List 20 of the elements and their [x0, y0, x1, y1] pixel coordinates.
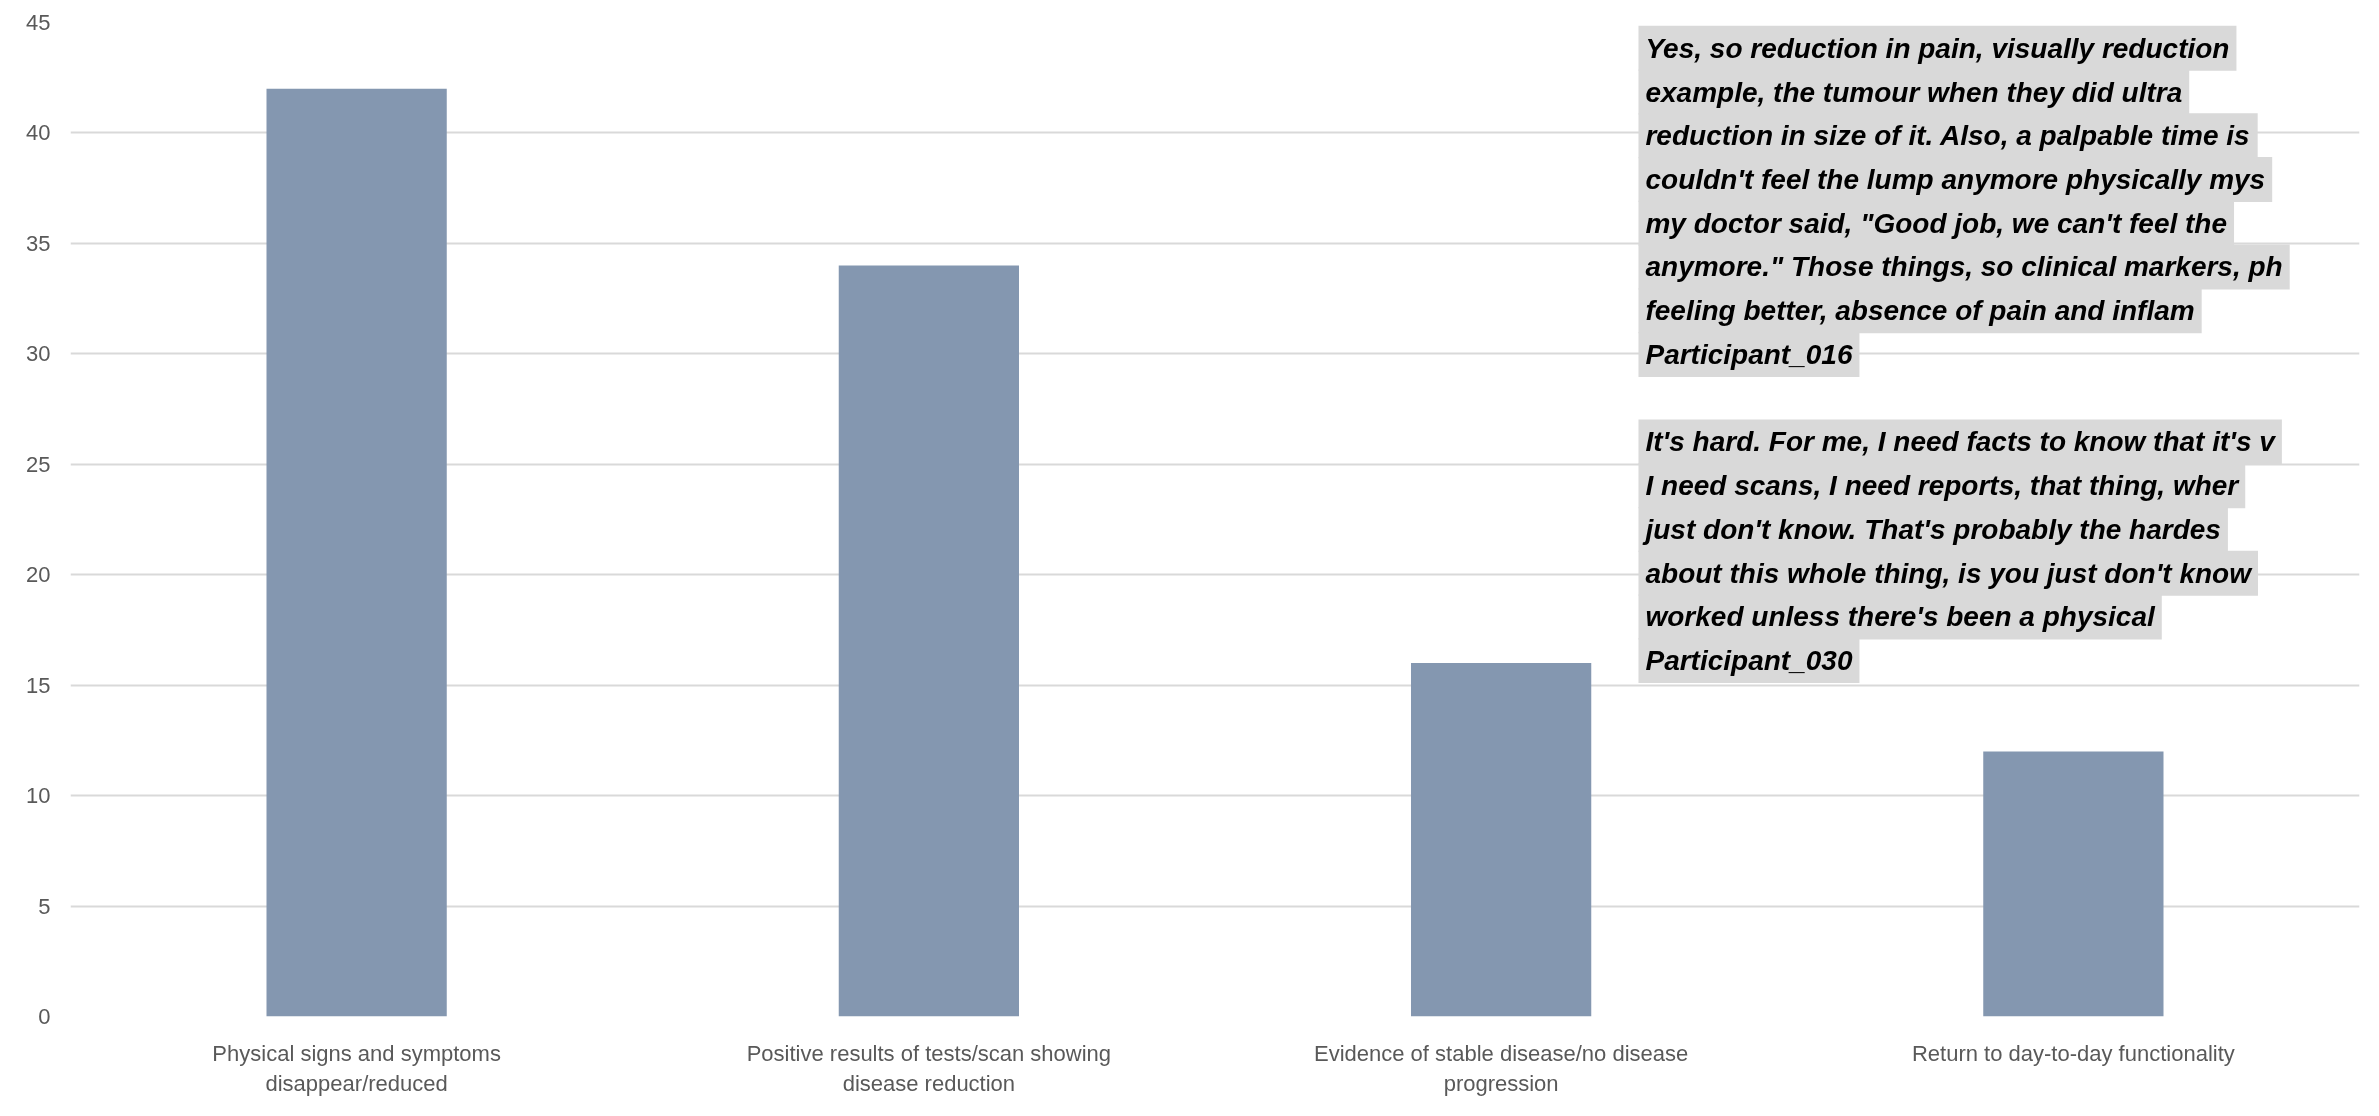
- bar: [838, 265, 1019, 1017]
- y-tick-label: 35: [26, 230, 51, 256]
- x-tick-label: Return to day-to-day functionality: [1911, 1040, 2235, 1066]
- y-tick-label: 0: [38, 1004, 51, 1029]
- annotation: Yes, so reduction in pain, visually reduction example, the tumour when they did ultra reduction in size of it. Also, a palpable time is couldn't feel the lump anymore physically mys my doctor said, "Good job, we can't feel the anymore." Those things, so clinical markers, ph feeling better, absence of pain and inflam Participant_016: [1645, 32, 2283, 370]
- x-tick-label: Evidence of stable disease/no disease progression: [1314, 1040, 1689, 1096]
- annotation: It's hard. For me, I need facts to know that it's v I need scans, I need reports, that thing, wher just don't know. That's probably the hardes about this whole thing, is you just don't know worked unless there's been a physical Participant_030: [1641, 426, 2277, 677]
- x-tick-label: Physical signs and symptoms disappear/reduced: [212, 1040, 501, 1096]
- bar: [266, 88, 447, 1017]
- y-tick-label: 5: [38, 893, 51, 919]
- y-tick-label: 10: [26, 783, 51, 809]
- y-tick-label: 40: [26, 120, 51, 146]
- y-tick-label: 20: [26, 562, 51, 588]
- bar: [1411, 663, 1592, 1017]
- y-tick-label: 30: [26, 341, 51, 367]
- y-tick-label: 45: [26, 10, 51, 35]
- bar: [1983, 751, 2164, 1017]
- y-tick-label: 25: [26, 451, 51, 477]
- x-tick-label: Positive results of tests/scan showing disease reduction: [746, 1040, 1112, 1096]
- y-tick-label: 15: [26, 672, 51, 698]
